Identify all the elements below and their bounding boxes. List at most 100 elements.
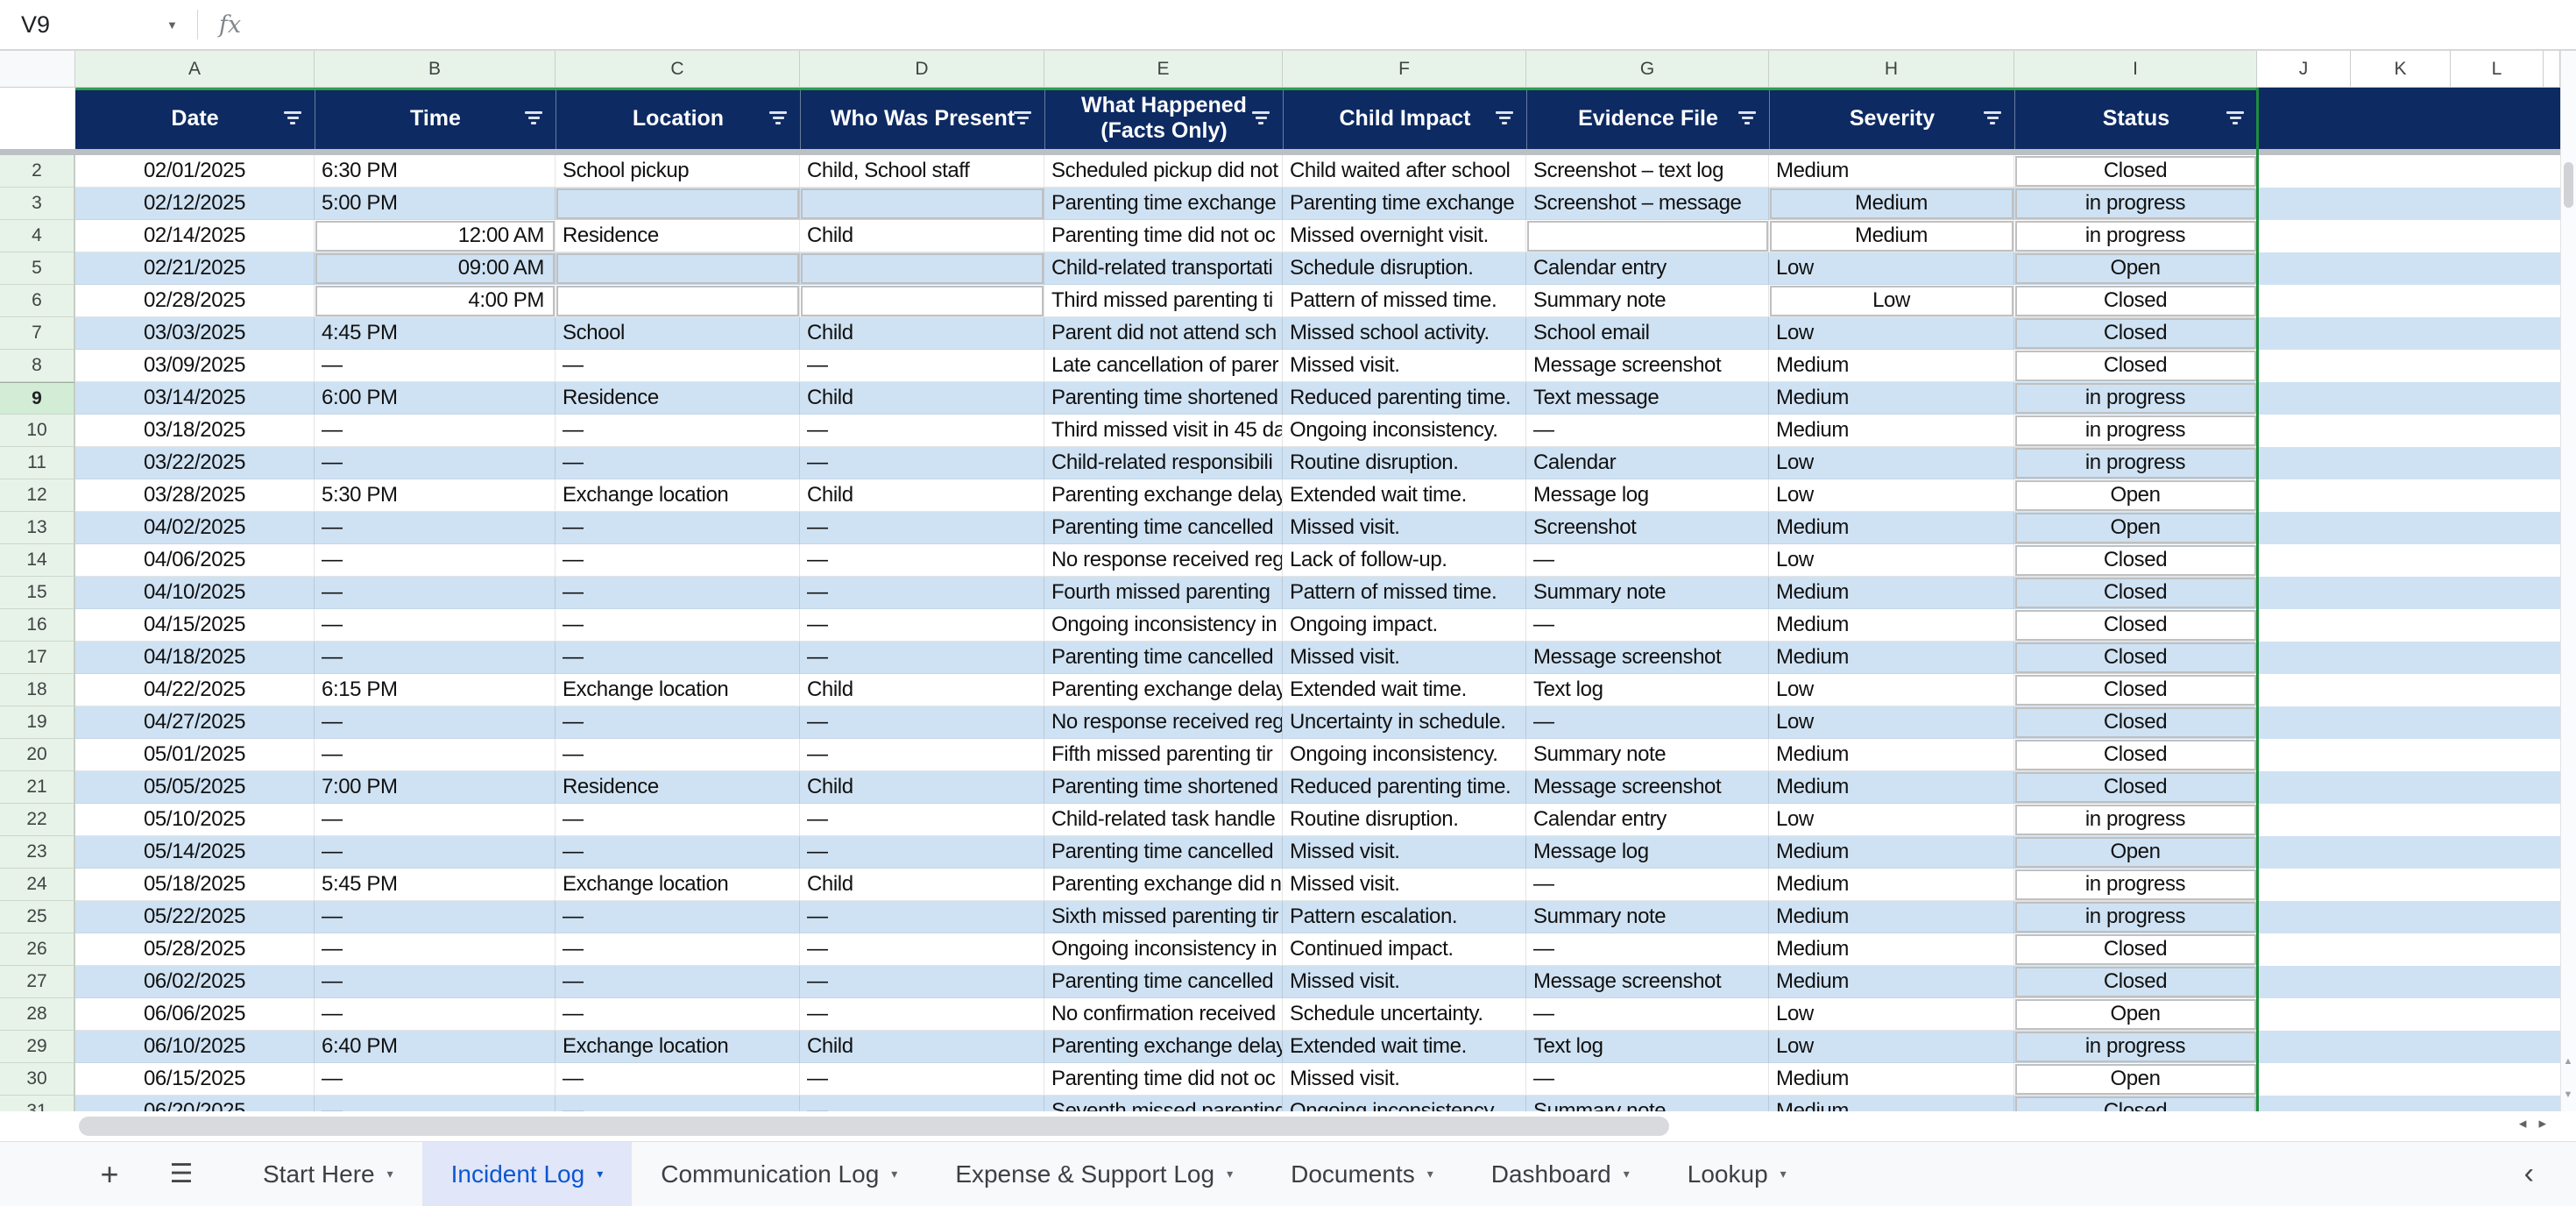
cell[interactable]: Low <box>1769 447 2014 479</box>
cell[interactable]: — <box>315 350 556 382</box>
cell[interactable]: Summary note <box>1526 1096 1769 1111</box>
cell[interactable]: Ongoing impact. <box>1283 609 1526 642</box>
cell[interactable]: Medium <box>1769 869 2014 901</box>
cell[interactable]: — <box>1526 998 1769 1031</box>
cell[interactable]: Medium <box>1769 415 2014 447</box>
cell[interactable]: — <box>556 642 800 674</box>
tab-expense-support-log[interactable]: Expense & Support Log ▾ <box>926 1142 1262 1206</box>
cell[interactable]: — <box>556 998 800 1031</box>
cell[interactable]: 06/02/2025 <box>75 966 315 998</box>
row-header-15[interactable]: 15 <box>0 577 75 609</box>
cell[interactable] <box>556 188 800 220</box>
cell[interactable]: Child-related transportati <box>1044 252 1283 285</box>
row-header-16[interactable]: 16 <box>0 609 75 642</box>
cell[interactable]: Ongoing inconsistency in <box>1044 609 1283 642</box>
column-header-E[interactable]: E <box>1044 51 1283 88</box>
tab-documents[interactable]: Documents ▾ <box>1262 1142 1462 1206</box>
cell[interactable]: No response received reg <box>1044 544 1283 577</box>
cell[interactable]: 02/21/2025 <box>75 252 315 285</box>
cell[interactable]: in progress <box>2014 804 2257 836</box>
frozen-row-separator[interactable] <box>0 149 2560 155</box>
cell[interactable]: — <box>315 836 556 869</box>
filter-icon[interactable] <box>1251 111 1270 125</box>
filter-icon[interactable] <box>524 111 543 125</box>
cell[interactable]: 05/28/2025 <box>75 933 315 966</box>
cell[interactable]: Low <box>1769 479 2014 512</box>
cell[interactable]: Medium <box>1769 382 2014 415</box>
cell[interactable]: Medium <box>1769 933 2014 966</box>
chevron-down-icon[interactable]: ▾ <box>1780 1167 1787 1181</box>
cell[interactable]: Screenshot – message <box>1526 188 1769 220</box>
row-header-10[interactable]: 10 <box>0 415 75 447</box>
row-header-26[interactable]: 26 <box>0 933 75 966</box>
cell[interactable]: Child <box>800 771 1044 804</box>
cell[interactable]: Late cancellation of parer <box>1044 350 1283 382</box>
cell[interactable]: 06/06/2025 <box>75 998 315 1031</box>
cell[interactable]: School <box>556 317 800 350</box>
cell[interactable]: Medium <box>1769 220 2014 252</box>
column-header-H[interactable]: H <box>1769 51 2014 88</box>
column-header-B[interactable]: B <box>315 51 556 88</box>
cell[interactable]: — <box>1526 609 1769 642</box>
cell[interactable]: — <box>800 415 1044 447</box>
cell[interactable]: in progress <box>2014 220 2257 252</box>
all-sheets-menu-icon[interactable]: ☰ <box>169 1160 194 1188</box>
cell[interactable] <box>800 252 1044 285</box>
cell[interactable]: — <box>800 447 1044 479</box>
cell[interactable]: in progress <box>2014 901 2257 933</box>
cell[interactable]: Routine disruption. <box>1283 447 1526 479</box>
row-header-21[interactable]: 21 <box>0 771 75 804</box>
cell[interactable]: Scheduled pickup did not <box>1044 155 1283 188</box>
cell[interactable] <box>556 252 800 285</box>
row-header-4[interactable]: 4 <box>0 220 75 252</box>
cell[interactable]: Missed visit. <box>1283 1063 1526 1096</box>
cell[interactable]: 05/14/2025 <box>75 836 315 869</box>
cell[interactable]: 09:00 AM <box>315 252 556 285</box>
cell[interactable]: — <box>315 577 556 609</box>
column-header-I[interactable]: I <box>2014 51 2257 88</box>
cell[interactable]: 05/18/2025 <box>75 869 315 901</box>
cell[interactable]: — <box>556 609 800 642</box>
cell[interactable]: Residence <box>556 382 800 415</box>
cell[interactable]: 02/01/2025 <box>75 155 315 188</box>
chevron-down-icon[interactable]: ▾ <box>891 1167 898 1181</box>
column-header-D[interactable]: D <box>800 51 1044 88</box>
horizontal-scrollbar[interactable]: ◂ ▸ <box>0 1111 2560 1141</box>
cell[interactable]: Open <box>2014 479 2257 512</box>
cell[interactable]: Closed <box>2014 1096 2257 1111</box>
cell[interactable]: Calendar <box>1526 447 1769 479</box>
cell[interactable]: Summary note <box>1526 577 1769 609</box>
cell[interactable]: Parenting time cancelled <box>1044 836 1283 869</box>
cell[interactable]: in progress <box>2014 1031 2257 1063</box>
cell[interactable]: 03/09/2025 <box>75 350 315 382</box>
cell[interactable]: — <box>1526 415 1769 447</box>
row-header-2[interactable]: 2 <box>0 155 75 188</box>
row-header-23[interactable]: 23 <box>0 836 75 869</box>
cell[interactable]: Fifth missed parenting tir <box>1044 739 1283 771</box>
cell[interactable]: Medium <box>1769 1063 2014 1096</box>
cell[interactable]: Reduced parenting time. <box>1283 771 1526 804</box>
cell[interactable]: Message screenshot <box>1526 350 1769 382</box>
cell[interactable]: — <box>315 1096 556 1111</box>
cell[interactable]: 02/28/2025 <box>75 285 315 317</box>
cell[interactable]: Screenshot <box>1526 512 1769 544</box>
cell[interactable]: 05/05/2025 <box>75 771 315 804</box>
cell[interactable]: — <box>800 512 1044 544</box>
cell[interactable]: 03/28/2025 <box>75 479 315 512</box>
cell[interactable]: Open <box>2014 836 2257 869</box>
cell[interactable]: Low <box>1769 285 2014 317</box>
row-header-9[interactable]: 9 <box>0 382 75 415</box>
cell[interactable]: Routine disruption. <box>1283 804 1526 836</box>
cell[interactable]: Fourth missed parenting <box>1044 577 1283 609</box>
cell[interactable]: Medium <box>1769 188 2014 220</box>
cell[interactable]: 05/22/2025 <box>75 901 315 933</box>
cell[interactable]: 4:45 PM <box>315 317 556 350</box>
cell[interactable]: Child waited after school <box>1283 155 1526 188</box>
cell[interactable]: — <box>315 512 556 544</box>
row-header-17[interactable]: 17 <box>0 642 75 674</box>
cell[interactable]: Summary note <box>1526 901 1769 933</box>
row-header-25[interactable]: 25 <box>0 901 75 933</box>
header-cell-time[interactable]: Time <box>315 88 556 149</box>
cell[interactable]: — <box>315 706 556 739</box>
cell[interactable]: Medium <box>1769 739 2014 771</box>
